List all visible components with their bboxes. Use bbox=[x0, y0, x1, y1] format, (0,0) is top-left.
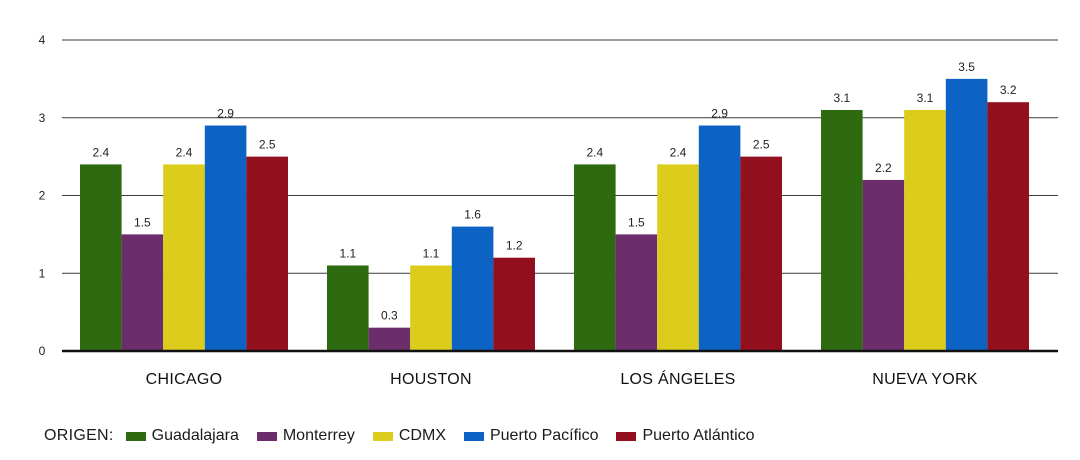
y-tick-label: 3 bbox=[39, 111, 46, 125]
legend-item: Puerto Atlántico bbox=[616, 427, 755, 445]
bar-monterrey-4 bbox=[862, 179, 905, 351]
data-label: 2.9 bbox=[711, 107, 728, 121]
bar-guadalajara-4 bbox=[821, 109, 863, 351]
legend-label: CDMX bbox=[398, 427, 446, 444]
legend-swatch bbox=[616, 431, 637, 441]
legend-title: ORIGEN: bbox=[44, 427, 114, 444]
legend-item: Monterrey bbox=[256, 427, 355, 445]
legend-swatch bbox=[463, 431, 484, 441]
bar-guadalajara-1 bbox=[80, 164, 122, 351]
data-label: 0.3 bbox=[381, 309, 398, 323]
bar-puerto-pacífico-2 bbox=[451, 226, 494, 351]
bars bbox=[80, 78, 1029, 352]
legend-label: Guadalajara bbox=[151, 427, 239, 444]
category-label: HOUSTON bbox=[390, 371, 472, 388]
y-tick-label: 1 bbox=[39, 266, 46, 280]
y-tick-label: 0 bbox=[39, 344, 46, 358]
legend-swatch bbox=[256, 431, 277, 441]
bar-chart: 0 1 2 3 4 2.4 1.5 2.4 2.9 2.5 1.1 0.3 1.1 1.6 1.2 2.4 1… bbox=[39, 33, 1058, 388]
data-label: 1.1 bbox=[423, 246, 440, 260]
data-label: 2.4 bbox=[670, 145, 687, 159]
legend-label: Puerto Atlántico bbox=[642, 427, 755, 444]
bar-puerto-atlántico-2 bbox=[493, 257, 535, 351]
legend-label: Monterrey bbox=[282, 427, 355, 444]
data-label: 1.2 bbox=[506, 239, 523, 253]
data-label: 2.4 bbox=[176, 145, 193, 159]
data-label: 1.6 bbox=[464, 208, 481, 222]
category-label: CHICAGO bbox=[146, 371, 223, 388]
bar-puerto-atlántico-1 bbox=[246, 156, 288, 351]
data-label: 3.1 bbox=[917, 91, 934, 105]
data-label: 1.5 bbox=[628, 215, 645, 229]
legend-item: CDMX bbox=[372, 427, 446, 445]
bar-cdmx-2 bbox=[410, 265, 452, 351]
bar-puerto-atlántico-4 bbox=[987, 102, 1029, 351]
data-label: 1.5 bbox=[134, 215, 151, 229]
y-tick-label: 2 bbox=[39, 189, 46, 203]
legend-item: Guadalajara bbox=[125, 427, 239, 445]
data-label: 1.1 bbox=[339, 246, 356, 260]
data-labels: 2.4 1.5 2.4 2.9 2.5 1.1 0.3 1.1 1.6 1.2 2.4 1.5 2.4 2… bbox=[92, 60, 1016, 323]
bar-monterrey-1 bbox=[121, 234, 164, 351]
category-label: LOS ÁNGELES bbox=[620, 369, 735, 388]
bar-puerto-pacífico-3 bbox=[698, 125, 741, 352]
bar-monterrey-2 bbox=[368, 327, 411, 351]
bar-cdmx-4 bbox=[904, 109, 946, 351]
legend: ORIGEN: Guadalajara Monterrey CDMX Puerto P… bbox=[44, 427, 773, 445]
legend-swatch bbox=[372, 431, 393, 441]
data-label: 2.5 bbox=[753, 138, 770, 152]
legend-swatch bbox=[125, 431, 146, 441]
legend-items: Guadalajara Monterrey CDMX Puerto Pacífico P… bbox=[125, 427, 773, 445]
legend-label: Puerto Pacífico bbox=[489, 427, 599, 444]
bar-puerto-pacífico-1 bbox=[204, 125, 247, 352]
data-label: 2.4 bbox=[92, 145, 109, 159]
bar-guadalajara-3 bbox=[574, 164, 616, 351]
bar-puerto-pacífico-4 bbox=[945, 78, 988, 351]
category-label: NUEVA YORK bbox=[872, 371, 978, 388]
bar-monterrey-3 bbox=[615, 234, 658, 351]
data-label: 3.5 bbox=[958, 60, 975, 74]
bar-cdmx-3 bbox=[657, 164, 699, 351]
data-label: 2.2 bbox=[875, 161, 892, 175]
bar-cdmx-1 bbox=[163, 164, 205, 351]
y-axis-ticks: 0 1 2 3 4 bbox=[39, 33, 46, 358]
data-label: 3.2 bbox=[1000, 83, 1017, 97]
bar-puerto-atlántico-3 bbox=[740, 156, 782, 351]
data-label: 2.9 bbox=[217, 107, 234, 121]
data-label: 3.1 bbox=[833, 91, 850, 105]
legend-item: Puerto Pacífico bbox=[463, 427, 599, 445]
bar-guadalajara-2 bbox=[327, 265, 369, 351]
x-axis-categories: CHICAGO HOUSTON LOS ÁNGELES NUEVA YORK bbox=[146, 369, 978, 388]
data-label: 2.4 bbox=[586, 145, 603, 159]
data-label: 2.5 bbox=[259, 138, 276, 152]
y-tick-label: 4 bbox=[39, 33, 46, 47]
